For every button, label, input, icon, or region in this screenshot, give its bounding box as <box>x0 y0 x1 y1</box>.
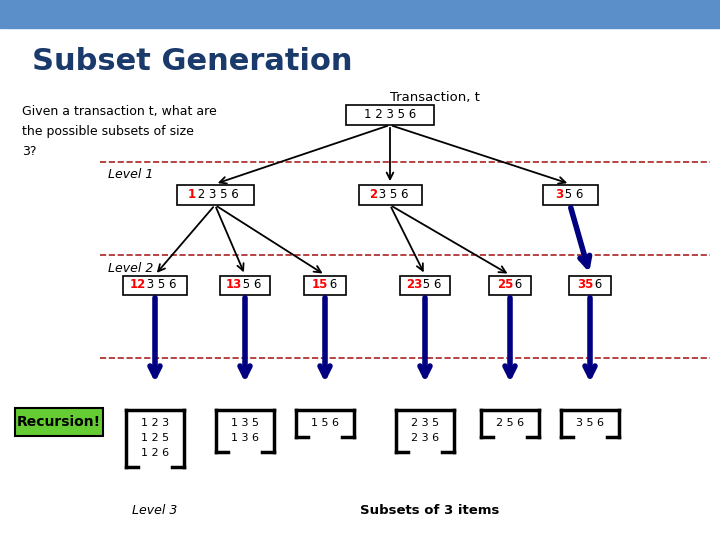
Text: 3: 3 <box>554 188 563 201</box>
Text: 6: 6 <box>325 279 337 292</box>
Bar <box>0 0 720 28</box>
Bar <box>359 185 421 205</box>
Bar <box>542 185 598 205</box>
Text: 1 2 6: 1 2 6 <box>141 448 169 458</box>
Text: Transaction, t: Transaction, t <box>390 91 480 105</box>
Text: 2 3 5: 2 3 5 <box>411 418 439 428</box>
Text: 15: 15 <box>312 279 328 292</box>
Text: 2 3 6: 2 3 6 <box>411 433 439 443</box>
Bar <box>123 275 187 294</box>
Bar <box>304 275 346 294</box>
Text: 1 2 5: 1 2 5 <box>141 433 169 443</box>
Text: 1 2 3 5 6: 1 2 3 5 6 <box>364 109 416 122</box>
Bar <box>15 408 103 436</box>
Text: 6: 6 <box>510 279 522 292</box>
Text: Subsets of 3 items: Subsets of 3 items <box>360 503 500 516</box>
Text: 1 3 6: 1 3 6 <box>231 433 259 443</box>
Text: 1 2 3: 1 2 3 <box>141 418 169 428</box>
Text: 6: 6 <box>590 279 602 292</box>
Text: Level 1: Level 1 <box>108 168 153 181</box>
Text: 12: 12 <box>130 279 146 292</box>
Text: Subset Generation: Subset Generation <box>32 48 353 77</box>
Bar <box>400 275 451 294</box>
Bar <box>489 275 531 294</box>
Text: 1: 1 <box>188 188 196 201</box>
Text: Level 3: Level 3 <box>132 503 178 516</box>
Text: 3 5 6: 3 5 6 <box>143 279 176 292</box>
Bar <box>569 275 611 294</box>
Text: 2 3 5 6: 2 3 5 6 <box>194 188 239 201</box>
Text: 2: 2 <box>369 188 377 201</box>
Text: 5 6: 5 6 <box>562 188 584 201</box>
Text: 5 6: 5 6 <box>239 279 262 292</box>
Text: 2 5 6: 2 5 6 <box>496 418 524 428</box>
Text: 25: 25 <box>497 279 513 292</box>
Text: 3 5 6: 3 5 6 <box>576 418 604 428</box>
Text: 5 6: 5 6 <box>419 279 442 292</box>
Text: Given a transaction t, what are
the possible subsets of size
3?: Given a transaction t, what are the poss… <box>22 105 217 158</box>
Bar <box>220 275 271 294</box>
Bar <box>346 105 434 125</box>
Bar <box>176 185 253 205</box>
Text: 35: 35 <box>577 279 593 292</box>
Text: 13: 13 <box>226 279 242 292</box>
Text: Recursion!: Recursion! <box>17 415 101 429</box>
Text: 1 5 6: 1 5 6 <box>311 418 339 428</box>
Text: Level 2: Level 2 <box>108 261 153 274</box>
Text: 3 5 6: 3 5 6 <box>375 188 409 201</box>
Text: 1 3 5: 1 3 5 <box>231 418 259 428</box>
Text: 23: 23 <box>406 279 422 292</box>
